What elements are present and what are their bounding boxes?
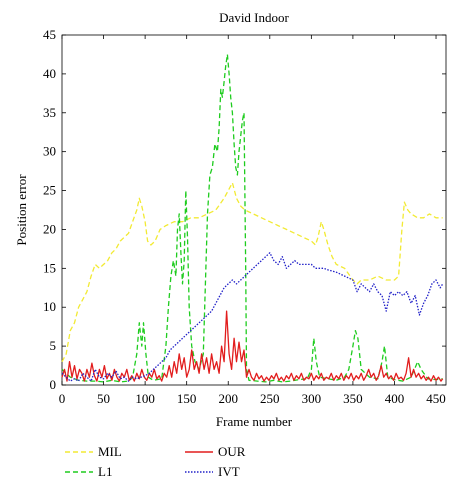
legend-label-our: OUR <box>218 444 246 459</box>
y-tick-label: 10 <box>43 299 56 314</box>
x-tick-label: 0 <box>59 391 66 406</box>
chart-title: David Indoor <box>219 10 289 25</box>
x-tick-label: 150 <box>177 391 197 406</box>
y-tick-label: 25 <box>43 183 56 198</box>
legend-label-ivt: IVT <box>218 464 240 479</box>
y-tick-label: 35 <box>43 105 56 120</box>
x-tick-label: 200 <box>218 391 238 406</box>
y-tick-label: 40 <box>43 66 56 81</box>
y-axis: 0 5 10 15 20 25 30 35 40 45 <box>43 27 446 392</box>
x-tick-label: 300 <box>302 391 322 406</box>
y-tick-label: 5 <box>50 338 57 353</box>
series-line-l1 <box>61 53 443 383</box>
x-axis: 0 50 100 150 200 250 300 350 400 450 <box>59 35 446 406</box>
x-tick-label: 450 <box>426 391 446 406</box>
y-tick-label: 15 <box>43 260 56 275</box>
legend-label-mil: MIL <box>98 444 122 459</box>
x-tick-label: 250 <box>260 391 280 406</box>
series-line-ivt <box>61 252 444 382</box>
y-tick-label: 45 <box>43 27 56 42</box>
plot-area: 0 50 100 150 200 250 300 350 400 450 0 5 10 15 20 25 30… <box>43 27 447 406</box>
x-tick-label: 100 <box>135 391 155 406</box>
plot-frame <box>61 34 447 386</box>
x-tick-label: 50 <box>97 391 110 406</box>
x-tick-label: 400 <box>385 391 405 406</box>
y-tick-label: 20 <box>43 221 56 236</box>
series-line-mil <box>61 182 443 363</box>
legend: MIL L1 OUR IVT <box>65 444 246 479</box>
x-tick-label: 350 <box>343 391 363 406</box>
y-axis-label: Position error <box>14 174 29 246</box>
y-tick-label: 0 <box>50 377 57 392</box>
legend-label-l1: L1 <box>98 464 112 479</box>
x-axis-label: Frame number <box>216 414 293 429</box>
series-line-our <box>61 310 444 382</box>
y-tick-label: 30 <box>43 144 56 159</box>
series-lines <box>61 53 444 383</box>
